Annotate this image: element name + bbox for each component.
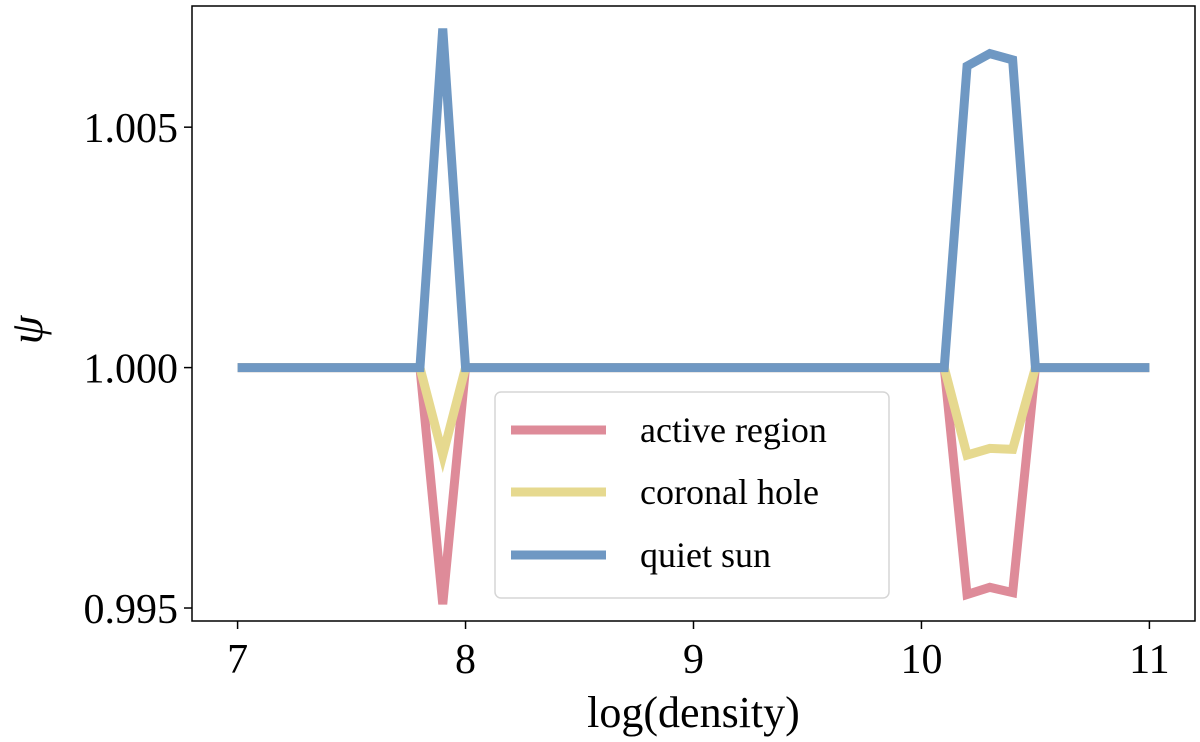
x-tick-label: 8 xyxy=(455,637,476,683)
x-tick-label: 10 xyxy=(900,637,942,683)
y-tick-label: 0.995 xyxy=(84,587,179,633)
legend-frame xyxy=(494,391,890,599)
ticks-layer: 7 8 9 10 11 0.995 1.000 1.005 xyxy=(84,106,1170,683)
y-axis-label: ψ xyxy=(1,314,52,344)
legend-label-active-region: active region xyxy=(640,410,827,450)
series-layer xyxy=(237,28,1150,605)
legend: active region coronal hole quiet sun xyxy=(494,391,890,599)
x-tick-label: 11 xyxy=(1129,637,1169,683)
legend-label-quiet-sun: quiet sun xyxy=(640,535,771,575)
legend-label-coronal-hole: coronal hole xyxy=(640,472,819,512)
x-axis-label: log(density) xyxy=(587,688,800,737)
x-tick-label: 9 xyxy=(683,637,704,683)
x-tick-label: 7 xyxy=(227,637,248,683)
y-tick-label: 1.005 xyxy=(84,106,179,152)
y-tick-label: 1.000 xyxy=(84,347,179,393)
series-line-quiet-sun xyxy=(237,28,1150,373)
